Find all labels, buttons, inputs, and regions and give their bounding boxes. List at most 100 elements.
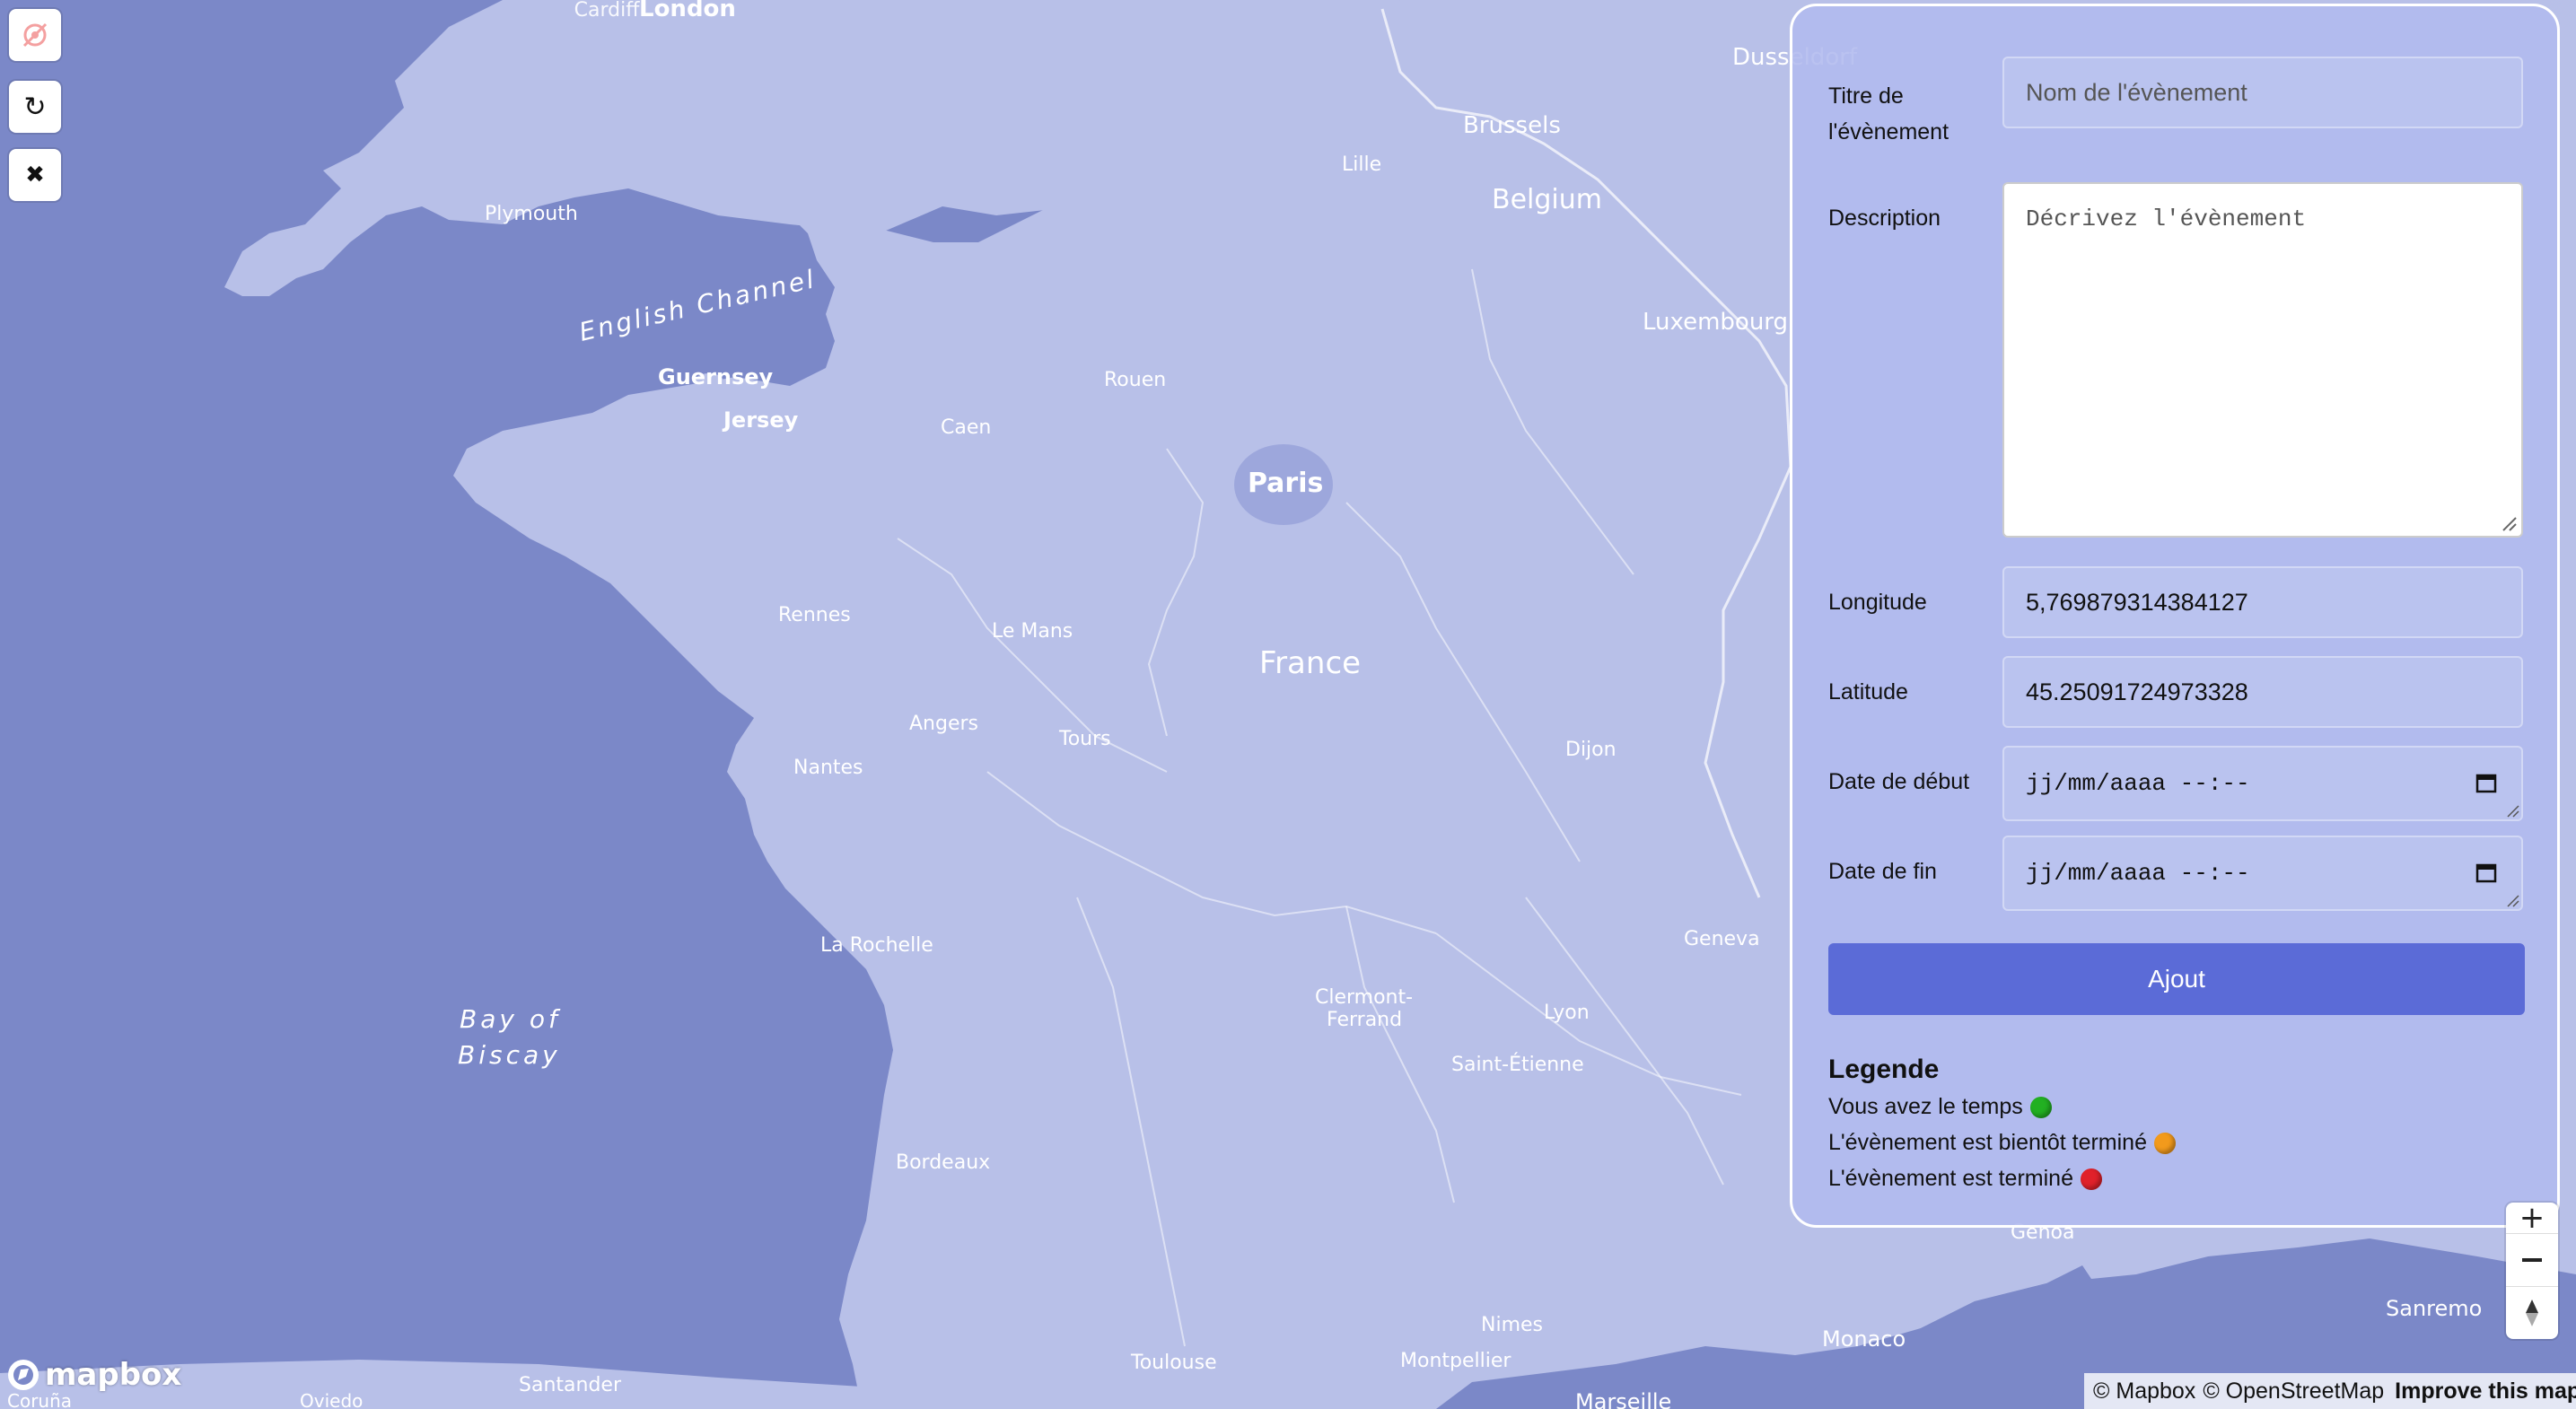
end-date-label: Date de fin: [1828, 859, 1937, 884]
longitude-label: Longitude: [1828, 590, 1927, 615]
label-nimes: Nimes: [1481, 1314, 1543, 1336]
label-nantes: Nantes: [793, 757, 863, 779]
label-bordeaux: Bordeaux: [896, 1151, 990, 1174]
minus-icon: [2522, 1258, 2542, 1262]
attribution-bar: © Mapbox © OpenStreetMap Improve this ma…: [2084, 1373, 2576, 1409]
label-caen: Caen: [941, 416, 991, 439]
label-oviedo: Oviedo: [300, 1390, 363, 1409]
locate-off-icon: [22, 22, 48, 48]
legend-item: L'évènement est terminé: [1828, 1166, 2102, 1192]
label-cardiff: Cardiff: [574, 0, 641, 22]
latitude-value: 45.25091724973328: [2026, 678, 2248, 705]
label-jersey: Jersey: [722, 407, 799, 433]
plus-icon: +: [2519, 1200, 2545, 1236]
label-rennes: Rennes: [778, 604, 851, 626]
latitude-row: Latitude 45.25091724973328: [1828, 656, 2525, 742]
title-placeholder: Nom de l'évènement: [2026, 78, 2247, 106]
label-angers: Angers: [909, 713, 978, 735]
improve-map-link[interactable]: Improve this map: [2395, 1378, 2576, 1404]
paris-urban-area: [1234, 444, 1333, 525]
zoom-in-button[interactable]: +: [2506, 1200, 2558, 1236]
refresh-icon: ↻: [23, 91, 47, 123]
refresh-button[interactable]: ↻: [9, 81, 61, 133]
latitude-input[interactable]: 45.25091724973328: [2002, 656, 2523, 728]
land-jersey: [754, 404, 790, 422]
label-santander: Santander: [519, 1374, 622, 1396]
green-dot-icon: [2029, 1096, 2052, 1118]
orange-dot-icon: [2153, 1132, 2176, 1154]
description-placeholder: Décrivez l'évènement: [2026, 206, 2307, 232]
mapbox-logo-text: mapbox: [45, 1357, 182, 1393]
end-date-input[interactable]: jj/mm/aaaa --:--: [2002, 836, 2523, 911]
description-label: Description: [1828, 206, 1941, 231]
start-date-label: Date de début: [1828, 769, 1970, 794]
description-textarea[interactable]: Décrivez l'évènement: [2002, 182, 2523, 538]
land-spain: [0, 1360, 862, 1409]
close-button[interactable]: ✖: [9, 149, 61, 201]
description-row: Description Décrivez l'évènement: [1828, 182, 2525, 541]
label-monaco: Monaco: [1822, 1326, 1906, 1352]
sea-mediterranean: [1795, 1265, 2100, 1409]
latitude-label: Latitude: [1828, 679, 1908, 704]
longitude-row: Longitude 5,769879314384127: [1828, 566, 2525, 652]
label-coruna: Coruña: [7, 1390, 72, 1409]
start-date-row: Date de début jj/mm/aaaa --:--: [1828, 746, 2525, 836]
label-clermont-2: Ferrand: [1327, 1009, 1402, 1031]
title-label: Titre de l'évènement: [1828, 83, 1950, 144]
label-tours: Tours: [1058, 728, 1111, 750]
longitude-value: 5,769879314384127: [2026, 588, 2248, 616]
label-clermont-1: Clermont-: [1315, 986, 1413, 1009]
label-saint-etienne: Saint-Étienne: [1451, 1053, 1584, 1076]
land-guernsey: [695, 373, 723, 389]
label-france: France: [1259, 645, 1361, 681]
label-lyon: Lyon: [1544, 1002, 1590, 1024]
legend-item-text: L'évènement est terminé: [1828, 1166, 2073, 1191]
legend-item: L'évènement est bientôt terminé: [1828, 1130, 2176, 1156]
longitude-input[interactable]: 5,769879314384127: [2002, 566, 2523, 638]
label-plymouth: Plymouth: [485, 203, 578, 225]
end-date-row: Date de fin jj/mm/aaaa --:--: [1828, 836, 2525, 925]
label-toulouse: Toulouse: [1130, 1352, 1217, 1374]
mapbox-attribution-link[interactable]: © Mapbox: [2093, 1378, 2196, 1404]
locate-button[interactable]: [9, 9, 61, 61]
label-le-mans: Le Mans: [992, 620, 1073, 643]
osm-attribution-link[interactable]: © OpenStreetMap: [2203, 1378, 2385, 1404]
label-paris: Paris: [1248, 468, 1323, 499]
label-brussels: Brussels: [1463, 112, 1561, 139]
compass-button[interactable]: [2506, 1287, 2558, 1339]
end-date-placeholder: jj/mm/aaaa --:--: [2026, 860, 2250, 887]
label-luxembourg: Luxembourg: [1643, 309, 1788, 336]
legend-title: Legende: [1828, 1055, 1940, 1084]
close-icon: ✖: [25, 162, 45, 188]
label-rouen: Rouen: [1104, 369, 1166, 391]
label-dijon: Dijon: [1565, 739, 1617, 761]
map-labels: London Cardiff Plymouth English Channel …: [7, 0, 2482, 1409]
zoom-out-button[interactable]: [2506, 1234, 2558, 1287]
mapbox-logo-icon: [8, 1360, 39, 1390]
zoom-controls: +: [2506, 1200, 2558, 1339]
label-bay-of-biscay-2: Biscay: [458, 1040, 561, 1070]
label-la-rochelle: La Rochelle: [820, 934, 933, 957]
red-dot-icon: [2080, 1168, 2102, 1190]
label-geneva: Geneva: [1684, 928, 1760, 950]
resize-handle-icon[interactable]: [2500, 514, 2518, 532]
label-guernsey: Guernsey: [658, 364, 774, 389]
mapbox-logo[interactable]: mapbox: [5, 1357, 181, 1393]
title-input[interactable]: Nom de l'évènement: [2002, 57, 2523, 128]
legend-item-text: L'évènement est bientôt terminé: [1828, 1130, 2147, 1155]
calendar-icon[interactable]: [2475, 861, 2498, 884]
land-great-britain: [224, 0, 1400, 296]
label-marseille: Marseille: [1575, 1389, 1671, 1409]
legend-item: Vous avez le temps: [1828, 1094, 2052, 1120]
label-belgium: Belgium: [1492, 184, 1602, 215]
compass-icon: [2526, 1300, 2538, 1326]
start-date-input[interactable]: jj/mm/aaaa --:--: [2002, 746, 2523, 821]
title-row: Titre de l'évènement Nom de l'évènement: [1828, 57, 2525, 150]
start-date-placeholder: jj/mm/aaaa --:--: [2026, 770, 2250, 797]
label-montpellier: Montpellier: [1400, 1350, 1511, 1372]
label-london: London: [639, 0, 736, 22]
resize-handle-icon: [2507, 895, 2519, 907]
calendar-icon[interactable]: [2475, 771, 2498, 794]
label-lille: Lille: [1342, 153, 1381, 176]
submit-button[interactable]: Ajout: [1828, 943, 2525, 1015]
